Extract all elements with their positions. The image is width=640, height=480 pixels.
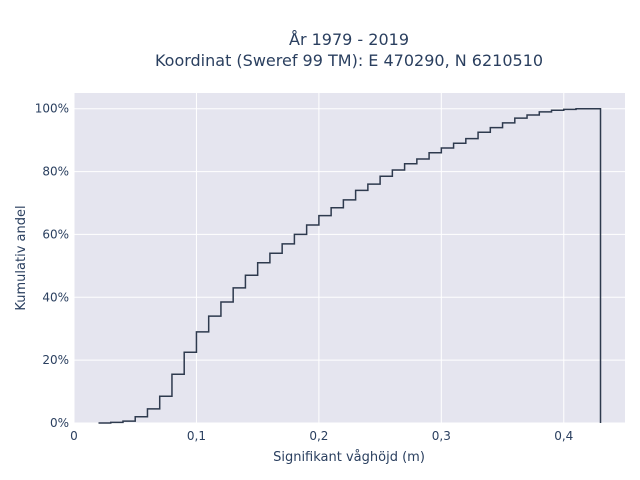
y-tick-label: 100% bbox=[35, 102, 69, 116]
x-tick-label: 0 bbox=[70, 429, 78, 443]
plot-area bbox=[74, 93, 625, 423]
y-axis-title: Kumulativ andel bbox=[14, 205, 29, 310]
y-tick-label: 60% bbox=[42, 227, 69, 241]
x-tick-label: 0,1 bbox=[187, 429, 206, 443]
chart-title-line-2: Koordinat (Sweref 99 TM): E 470290, N 62… bbox=[155, 51, 543, 70]
y-tick-label: 40% bbox=[42, 290, 69, 304]
grid bbox=[73, 93, 625, 424]
cdf-step-line bbox=[98, 107, 602, 424]
x-tick-label: 0,4 bbox=[554, 429, 573, 443]
y-tick-label: 0% bbox=[50, 416, 69, 430]
y-tick-label: 20% bbox=[42, 353, 69, 367]
x-tick-label: 0,3 bbox=[432, 429, 451, 443]
x-axis-ticks: 0 0,1 0,2 0,3 0,4 bbox=[70, 429, 573, 443]
chart-title-line-1: År 1979 - 2019 bbox=[289, 30, 409, 49]
y-axis-ticks: 0% 20% 40% 60% 80% 100% bbox=[35, 102, 69, 430]
series-group bbox=[98, 107, 602, 424]
x-tick-label: 0,2 bbox=[309, 429, 328, 443]
y-tick-label: 80% bbox=[42, 165, 69, 179]
x-axis-title: Signifikant våghöjd (m) bbox=[273, 450, 425, 465]
